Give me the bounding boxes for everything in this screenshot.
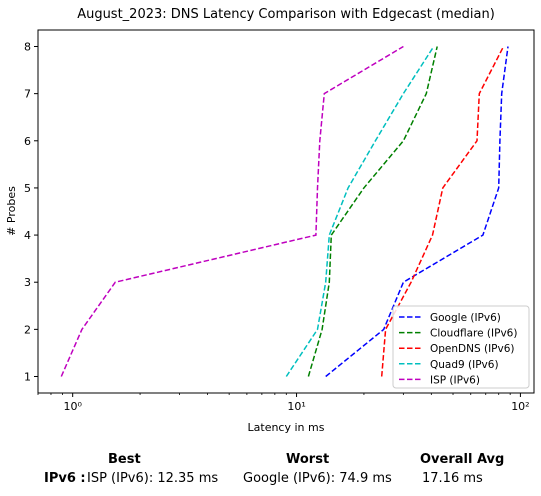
series-line-isp-ipv6 (60, 45, 404, 377)
legend: Google (IPv6) Cloudflare (IPv6) OpenDNS (I… (392, 305, 530, 389)
y-axis-label: # Probes (5, 186, 18, 236)
y-tick-label: 5 (24, 182, 31, 195)
summary-worst-value: Google (IPv6): 74.9 ms (243, 471, 392, 486)
x-tick-label: 10⁰ (63, 400, 82, 413)
legend-entry: Quad9 (IPv6) (430, 359, 499, 371)
legend-entry: OpenDNS (IPv6) (430, 343, 515, 355)
summary-best-header: Best (108, 452, 141, 467)
x-axis-ticks: 10⁰ 10¹ 10² (37, 393, 530, 413)
summary-row-label: IPv6 : (44, 471, 86, 486)
chart-title: August_2023: DNS Latency Comparison with… (77, 7, 495, 22)
series-line-quad9-ipv6 (285, 46, 435, 377)
summary-avg-header: Overall Avg (420, 452, 505, 467)
legend-box (392, 305, 530, 389)
summary-worst-header: Worst (286, 452, 330, 467)
y-tick-label: 3 (24, 276, 31, 289)
summary-best-value: ISP (IPv6): 12.35 ms (87, 471, 219, 486)
y-tick-label: 4 (24, 229, 31, 242)
series-line-opendns-ipv6 (380, 46, 505, 377)
legend-entry: Google (IPv6) (430, 312, 501, 324)
y-axis-ticks: 1 2 3 4 5 6 7 8 (24, 41, 38, 384)
legend-entry: Cloudflare (IPv6) (430, 328, 517, 340)
series-line-google-ipv6 (325, 46, 509, 378)
y-tick-label: 8 (24, 41, 31, 54)
series-lines (60, 45, 509, 378)
summary-avg-value: 17.16 ms (422, 471, 483, 486)
y-tick-label: 7 (24, 88, 31, 101)
legend-entry: ISP (IPv6) (430, 374, 480, 386)
x-tick-label: 10² (511, 400, 529, 413)
x-axis-label: Latency in ms (248, 421, 325, 434)
y-tick-label: 1 (24, 371, 31, 384)
x-tick-label: 10¹ (287, 400, 305, 413)
series-line-cloudflare-ipv6 (307, 46, 438, 377)
y-tick-label: 2 (24, 323, 31, 336)
y-tick-label: 6 (24, 135, 31, 148)
